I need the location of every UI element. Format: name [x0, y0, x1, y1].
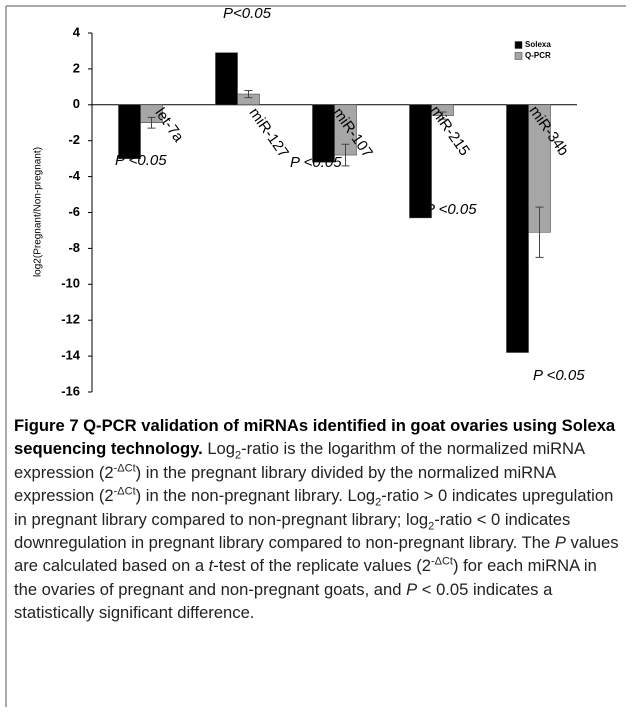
caption-run: ) for each miRNA in the ovaries of pregn… — [14, 556, 597, 599]
legend-label: Solexa — [525, 40, 551, 49]
annotation: P <0.05 — [290, 154, 342, 171]
annotation: P<0.05 — [223, 5, 272, 22]
y-tick-label: -16 — [61, 383, 80, 398]
legend-label: Q-PCR — [525, 51, 551, 60]
caption-run: -test of the replicate values (2 — [213, 556, 431, 576]
error-bar — [147, 116, 156, 129]
caption: Figure 7 Q-PCR validation of miRNAs iden… — [14, 414, 620, 625]
y-tick-label: -2 — [68, 132, 80, 147]
legend-swatch — [514, 52, 523, 60]
caption-run: < 0.05 indicates a statistically signifi… — [14, 579, 553, 623]
error-bar — [341, 143, 350, 167]
y-tick-label: -6 — [68, 204, 80, 219]
caption-run: Figure 7 Q-PCR validation of miRNAs iden… — [14, 416, 616, 459]
caption-run: values are calculated based on a — [14, 533, 619, 576]
annotation: P <0.05 — [425, 201, 477, 218]
bar — [506, 104, 529, 353]
y-tick-label: -8 — [68, 240, 80, 255]
caption-run: t — [208, 556, 214, 576]
legend-swatch — [514, 41, 523, 49]
caption-run: Log — [202, 439, 235, 459]
y-tick-label: -10 — [61, 276, 80, 291]
annotation: P <0.05 — [115, 152, 167, 169]
caption-run: 2 — [235, 449, 242, 462]
bar — [215, 52, 238, 106]
y-tick-label: 2 — [73, 60, 80, 75]
y-axis-label: log2(Pregnant/Non-pregnant) — [33, 147, 44, 277]
caption-run: -ΔCt — [113, 462, 136, 475]
caption-run: ) in the pregnant library divided by the… — [14, 462, 556, 506]
annotation: P <0.05 — [533, 367, 585, 384]
error-bar — [535, 206, 544, 258]
caption-run: P — [406, 579, 418, 599]
caption-run: -ΔCt — [113, 485, 136, 498]
x-tick-label: miR-127 — [245, 105, 291, 161]
caption-run: 2 — [428, 519, 435, 532]
caption-run: ) in the non-pregnant library. Log — [135, 486, 376, 506]
y-tick-label: -14 — [61, 348, 81, 363]
bar — [118, 104, 141, 159]
error-bar — [438, 111, 447, 120]
y-tick-label: -12 — [61, 312, 80, 327]
caption-run: -ratio > 0 indicates upregulation in pre… — [14, 486, 614, 529]
caption-run: -ΔCt — [430, 555, 453, 568]
y-tick-label: 4 — [73, 24, 81, 39]
bar — [409, 104, 432, 219]
y-tick-label: -4 — [68, 168, 80, 183]
error-bar — [244, 89, 253, 99]
x-tick-label: let-7a — [151, 105, 187, 146]
caption-run: P — [554, 533, 566, 553]
caption-run: -ratio < 0 indicates downregulation in p… — [14, 509, 571, 553]
caption-run: -ratio is the logarithm of the normalize… — [14, 439, 585, 482]
caption-run: 2 — [375, 496, 382, 509]
y-tick-label: 0 — [73, 96, 80, 111]
